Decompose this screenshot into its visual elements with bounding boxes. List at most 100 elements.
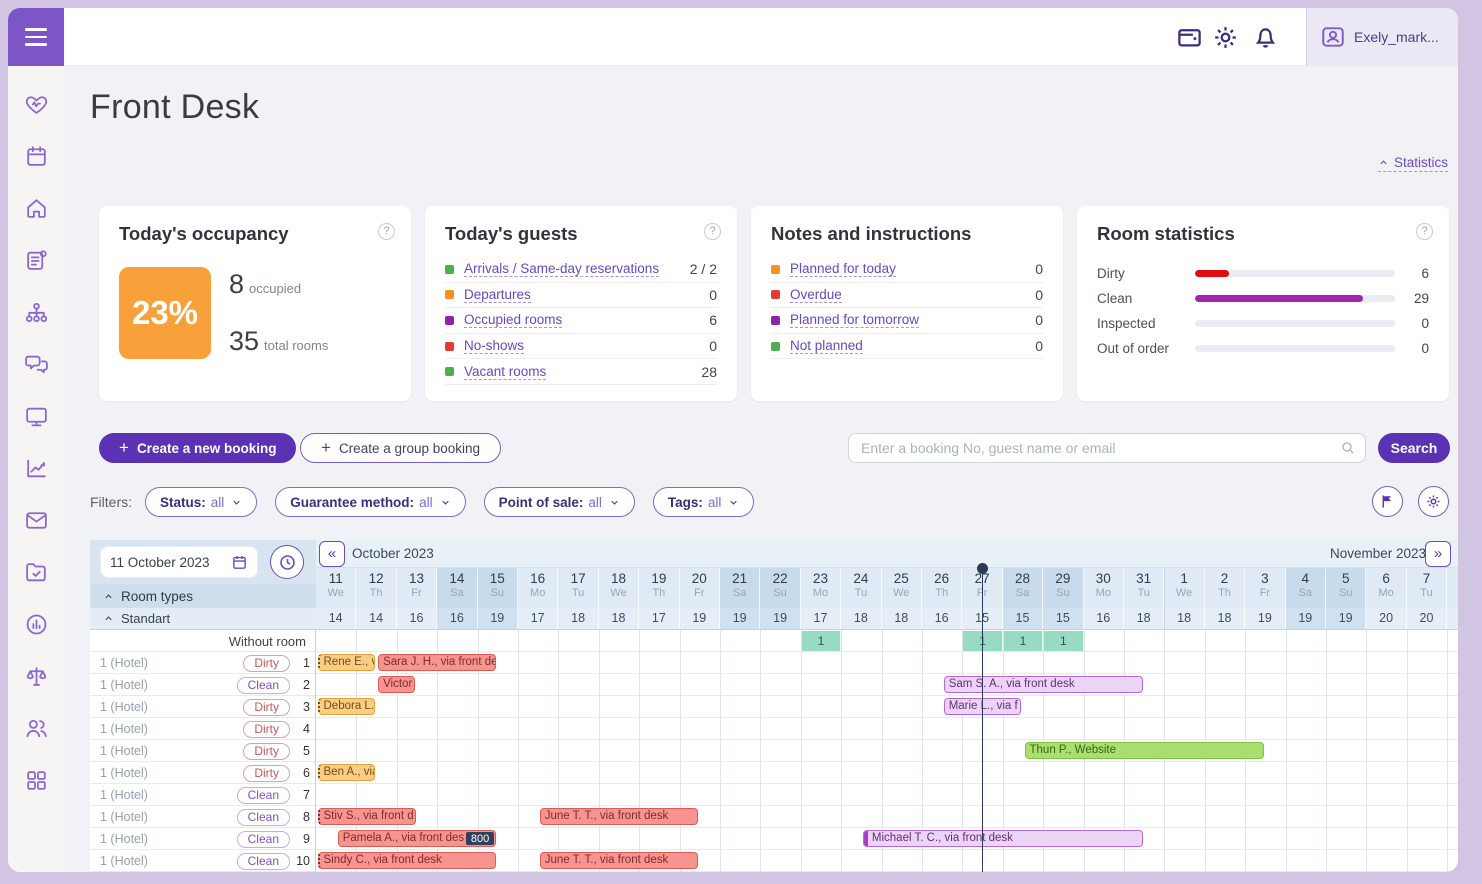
day-number: 15	[489, 571, 505, 586]
booking-bar[interactable]: Victor	[378, 676, 416, 693]
booking-bar[interactable]: Debora L.,	[317, 698, 376, 715]
filter-guaranteemethod[interactable]: Guarantee method: all	[275, 487, 466, 517]
sidebar-item-front-desk[interactable]	[8, 390, 64, 442]
day-column-header: 18 We	[599, 568, 640, 608]
help-icon[interactable]: ?	[1416, 223, 1433, 240]
filter-tags[interactable]: Tags: all	[652, 487, 755, 517]
notifications-icon[interactable]	[1252, 24, 1279, 51]
filter-status[interactable]: Status: all	[145, 487, 258, 517]
room-types-header[interactable]: Room types	[90, 584, 316, 608]
booking-bar[interactable]: Pamela A., via front des 800	[337, 830, 497, 847]
booking-bar[interactable]: Stiv S., via front d	[317, 808, 416, 825]
user-name: Exely_mark...	[1354, 29, 1439, 45]
billing-icon[interactable]	[1176, 24, 1203, 51]
prev-period-button[interactable]: «	[319, 541, 345, 567]
availability-cell: 16	[922, 608, 963, 629]
grid-column-line	[1447, 630, 1449, 872]
next-period-button[interactable]: »	[1425, 541, 1451, 567]
booking-bar[interactable]: Sam S. A., via front desk	[943, 676, 1143, 693]
sidebar-item-tasks[interactable]	[8, 546, 64, 598]
status-bullet	[771, 290, 780, 300]
room-stat-bar	[1195, 295, 1395, 302]
note-stat-value: 0	[1035, 312, 1043, 329]
guest-stat-link[interactable]: No-shows	[464, 338, 525, 355]
grid-settings-button[interactable]	[1418, 486, 1449, 517]
room-stat-value: 0	[1421, 316, 1429, 331]
room-type-label: 1 (Hotel)	[100, 744, 148, 758]
sidebar-item-heart-pulse[interactable]	[8, 78, 64, 130]
user-menu[interactable]: Exely_mark...	[1306, 8, 1458, 66]
sidebar-item-booking-note[interactable]	[8, 234, 64, 286]
booking-bar[interactable]: June T. T., via front desk	[539, 808, 699, 825]
group-row-standart[interactable]: Standart	[90, 608, 316, 630]
grid-column-line	[558, 630, 560, 872]
booking-bar[interactable]: Sara J. H., via front de	[378, 654, 497, 671]
unassigned-booking-cell[interactable]: 1	[1003, 631, 1044, 651]
unassigned-booking-cell[interactable]: 1	[1044, 631, 1084, 651]
day-number: 12	[368, 571, 384, 586]
day-number: 3	[1261, 571, 1269, 586]
sidebar-item-mail[interactable]	[8, 494, 64, 546]
room-status-pill[interactable]: Dirty	[243, 698, 290, 716]
sidebar-item-apps[interactable]	[8, 754, 64, 806]
booking-bar[interactable]: June T. T., via front desk	[539, 852, 699, 869]
room-type-label: 1 (Hotel)	[100, 700, 148, 714]
note-stat-link[interactable]: Overdue	[790, 286, 842, 303]
note-stat-link[interactable]: Planned for tomorrow	[790, 312, 920, 329]
booking-bar[interactable]: Michael T. C., via front desk	[862, 830, 1143, 847]
sidebar-item-analytics[interactable]	[8, 442, 64, 494]
flag-button[interactable]	[1372, 486, 1403, 517]
guest-stat-link[interactable]: Departures	[464, 286, 531, 303]
search-input[interactable]	[848, 433, 1366, 463]
note-stat-link[interactable]: Planned for today	[790, 261, 896, 278]
guest-stat-link[interactable]: Occupied rooms	[464, 312, 563, 329]
sidebar-item-channels[interactable]	[8, 286, 64, 338]
filter-name: Point of sale:	[498, 494, 584, 510]
menu-toggle-button[interactable]	[8, 8, 64, 66]
booking-bar[interactable]: Rene E., vi	[317, 654, 376, 671]
filter-pointofsale[interactable]: Point of sale: all	[483, 487, 635, 517]
search-icon	[1342, 442, 1354, 454]
day-number: 30	[1095, 571, 1111, 586]
room-status-pill[interactable]: Dirty	[243, 764, 290, 782]
time-view-button[interactable]	[270, 545, 304, 579]
room-stat-row: Inspected 0	[1097, 311, 1429, 336]
room-status-pill[interactable]: Dirty	[243, 720, 290, 738]
date-picker-input[interactable]: 11 October 2023	[100, 546, 258, 578]
sidebar-item-guests[interactable]	[8, 702, 64, 754]
room-status-pill[interactable]: Dirty	[243, 654, 290, 672]
search-button[interactable]: Search	[1378, 433, 1450, 463]
chevron-down-icon	[730, 500, 738, 505]
statistics-toggle[interactable]: Statistics	[1377, 155, 1448, 172]
room-status-pill[interactable]: Dirty	[243, 742, 290, 760]
grid-row	[90, 762, 1458, 784]
help-icon[interactable]: ?	[378, 223, 395, 240]
room-status-pill[interactable]: Clean	[236, 852, 290, 870]
sidebar-item-finance[interactable]	[8, 650, 64, 702]
booking-bar[interactable]: Ben A., via	[317, 764, 376, 781]
filter-name: Status:	[160, 494, 206, 510]
availability-cell: 19	[1326, 608, 1367, 629]
guest-stat-link[interactable]: Vacant rooms	[464, 363, 547, 380]
app-window: Exely_mark... Front Desk Statistics Toda…	[8, 8, 1458, 872]
room-status-pill[interactable]: Clean	[236, 830, 290, 848]
room-status-pill[interactable]: Clean	[236, 808, 290, 826]
help-icon[interactable]: ?	[704, 223, 721, 240]
booking-bar[interactable]: Thun P., Website	[1024, 742, 1264, 759]
guest-stat-link[interactable]: Arrivals / Same-day reservations	[464, 261, 660, 278]
create-group-booking-button[interactable]: + Create a group booking	[300, 433, 502, 463]
booking-bar[interactable]: Sindy C., via front desk	[317, 852, 497, 869]
unassigned-booking-cell[interactable]: 1	[801, 631, 842, 651]
create-booking-button[interactable]: + Create a new booking	[99, 433, 297, 463]
settings-icon[interactable]	[1212, 24, 1239, 51]
room-type-label: 1 (Hotel)	[100, 854, 148, 868]
guest-stat-row: Vacant rooms 28	[445, 359, 717, 385]
sidebar-item-home[interactable]	[8, 182, 64, 234]
room-status-pill[interactable]: Clean	[236, 786, 290, 804]
sidebar-item-chat[interactable]	[8, 338, 64, 390]
note-stat-link[interactable]: Not planned	[790, 338, 863, 355]
sidebar-item-calendar[interactable]	[8, 130, 64, 182]
sidebar-item-reports[interactable]	[8, 598, 64, 650]
filter-pills: Status: all Guarantee method: all Point of s…	[145, 487, 755, 517]
room-status-pill[interactable]: Clean	[236, 676, 290, 694]
